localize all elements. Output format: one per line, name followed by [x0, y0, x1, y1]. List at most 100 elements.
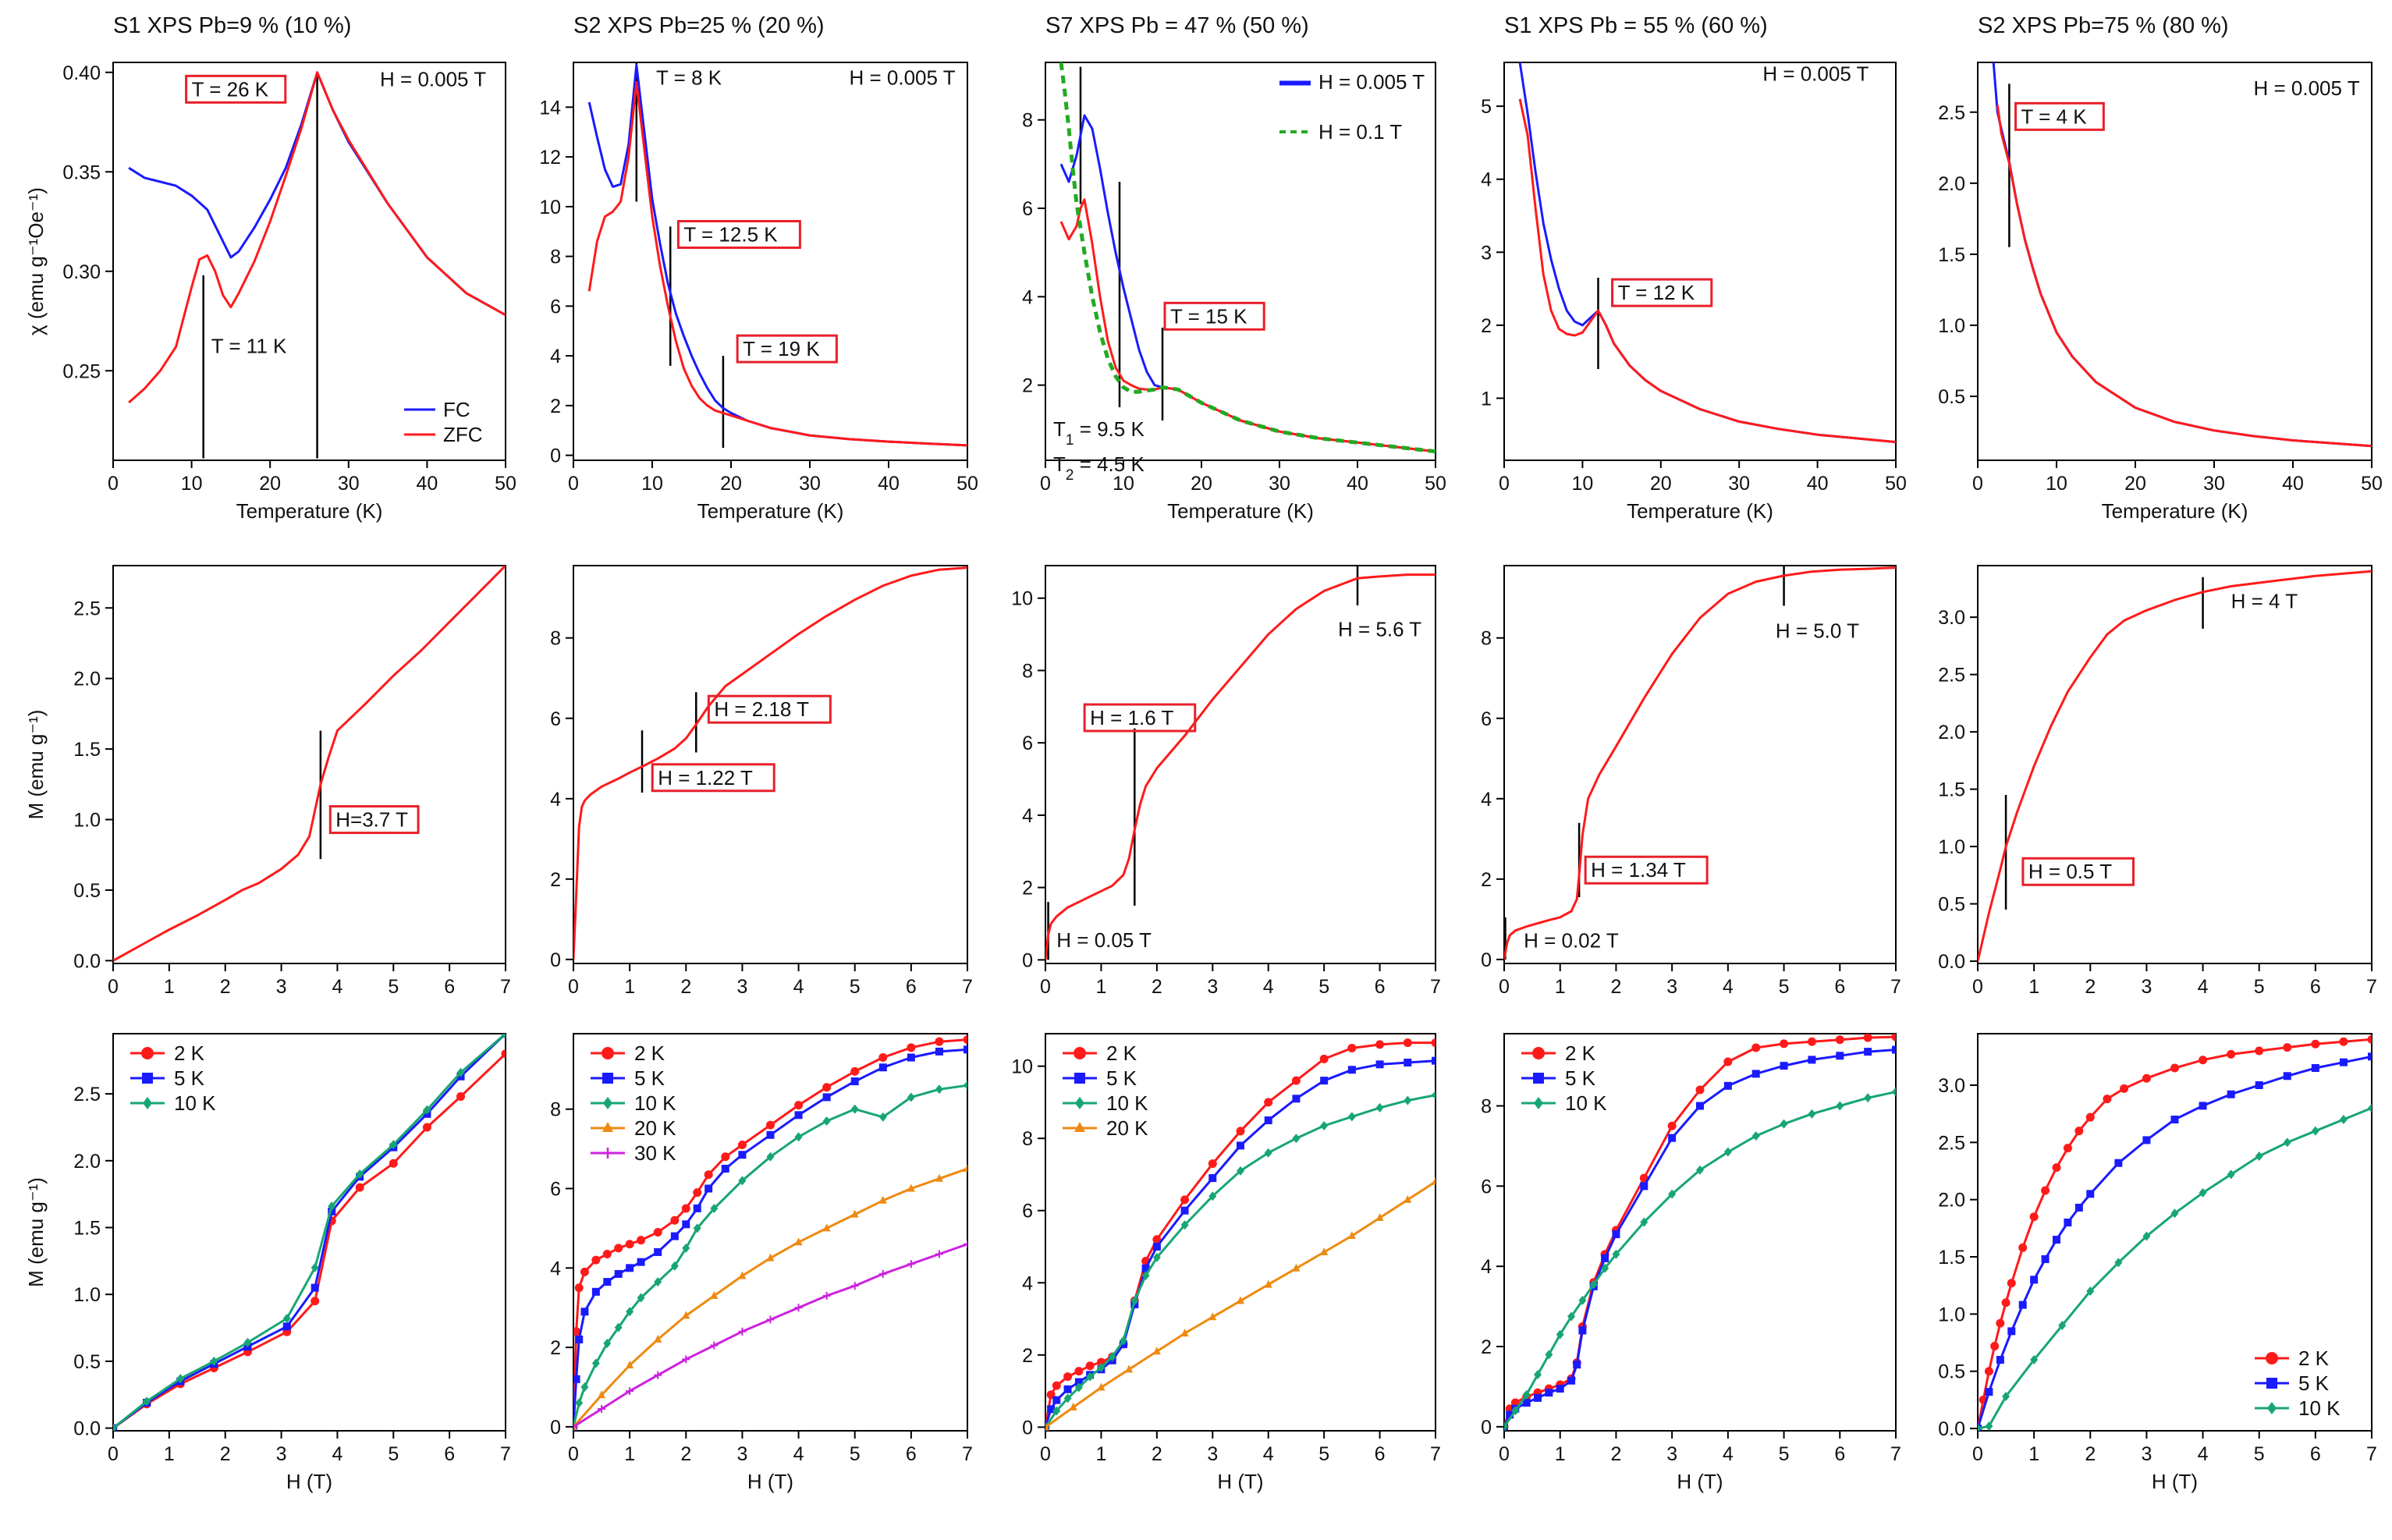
- data-point: [2227, 1169, 2235, 1180]
- data-point: [1047, 1405, 1056, 1414]
- data-point: [2368, 1103, 2372, 1113]
- legend-label: ZFC: [443, 423, 483, 446]
- panel-11: 0 1 2 3 4 5 6 7 0.0 0.5 1.0 1.5 2.0 2.5 H (T) M (emu g⁻…: [24, 1033, 511, 1493]
- x-tick-label: 2: [220, 976, 231, 998]
- data-point: [1863, 1034, 1872, 1042]
- x-tick-label: 0: [568, 976, 579, 998]
- data-point: [328, 1207, 336, 1215]
- data-point: [2227, 1049, 2236, 1059]
- data-point: [1152, 1252, 1161, 1262]
- annotation: H = 0.005 T: [1762, 62, 1869, 85]
- x-axis-label: H (T): [286, 1470, 332, 1493]
- series-line-2-k: [1045, 1041, 1436, 1428]
- data-point: [2227, 1090, 2235, 1098]
- data-point: [501, 1049, 506, 1059]
- legend-marker: [602, 1073, 613, 1084]
- x-tick-label: 10: [1113, 473, 1134, 495]
- y-tick-label: 1.5: [73, 1218, 101, 1240]
- data-point: [794, 1237, 803, 1246]
- x-tick-label: 2: [680, 976, 691, 998]
- data-point: [794, 1101, 804, 1110]
- x-tick-label: 30: [2203, 473, 2225, 495]
- data-point: [2142, 1073, 2151, 1083]
- annotation: H = 4 T: [2231, 589, 2298, 612]
- data-point: [2283, 1072, 2291, 1080]
- x-axis-label: Temperature (K): [1627, 499, 1773, 523]
- data-point: [907, 1092, 915, 1102]
- data-point: [2058, 1321, 2067, 1331]
- data-point: [1751, 1070, 1760, 1078]
- data-point: [1319, 1054, 1329, 1063]
- annotation: H = 0.02 T: [1524, 928, 1619, 952]
- data-point: [614, 1322, 623, 1332]
- data-point: [670, 1232, 679, 1240]
- data-point: [2114, 1159, 2123, 1167]
- data-point: [598, 1390, 606, 1399]
- data-point: [1723, 1057, 1733, 1066]
- x-tick-label: 4: [332, 976, 342, 998]
- y-tick-label: 4: [550, 1258, 561, 1279]
- x-tick-label: 3: [736, 1443, 747, 1465]
- data-point: [625, 1240, 634, 1249]
- data-point: [1052, 1381, 1061, 1390]
- y-tick-label: 8: [550, 247, 561, 268]
- series-line-m-h-: [1978, 570, 2372, 962]
- data-point: [143, 1396, 151, 1407]
- y-tick-label: 0: [550, 1417, 561, 1439]
- y-tick-label: 4: [1481, 1256, 1492, 1278]
- data-point: [766, 1151, 775, 1162]
- x-tick-label: 20: [720, 473, 742, 495]
- data-area: [1059, 62, 1436, 454]
- y-tick-label: 1.5: [1938, 244, 1965, 266]
- legend-label: 5 K: [1565, 1066, 1596, 1090]
- data-point: [1522, 1399, 1531, 1407]
- y-tick-label: 8: [1022, 1128, 1033, 1150]
- annotation-rest: = 4.5 K: [1074, 452, 1145, 476]
- data-point: [2007, 1279, 2016, 1288]
- x-tick-label: 6: [1834, 976, 1845, 998]
- annotation: T = 12 K: [1618, 281, 1695, 304]
- data-point: [1807, 1037, 1816, 1046]
- data-point: [1978, 1424, 1982, 1431]
- data-point: [1152, 1235, 1162, 1244]
- data-point: [1723, 1147, 1732, 1157]
- y-tick-label: 6: [550, 708, 561, 730]
- data-point: [1640, 1182, 1648, 1190]
- y-tick-label: 0: [1481, 1417, 1492, 1439]
- data-point: [2085, 1112, 2095, 1122]
- data-point: [1780, 1119, 1788, 1129]
- x-tick-label: 2: [680, 1443, 691, 1465]
- y-tick-label: 10: [1011, 1056, 1033, 1078]
- data-point: [682, 1243, 690, 1253]
- y-tick-label: 2.0: [73, 1151, 101, 1173]
- x-tick-label: 7: [2366, 1443, 2377, 1465]
- data-point: [1074, 1378, 1083, 1386]
- annotation-box: [707, 694, 832, 724]
- data-point: [653, 1228, 662, 1237]
- y-tick-label: 6: [550, 296, 561, 318]
- data-point: [1264, 1098, 1273, 1107]
- data-point: [1545, 1350, 1553, 1360]
- plot-frame: [1977, 565, 2372, 964]
- y-tick-label: 2.5: [73, 1084, 101, 1105]
- y-tick-label: 8: [1022, 110, 1033, 132]
- data-point: [704, 1184, 713, 1193]
- panel-13: 0 1 2 3 4 5 6 7 0 2 4 6 8 10 H (T) 2 K5 K10 K20 K: [1011, 1033, 1441, 1493]
- x-axis-label: Temperature (K): [1167, 499, 1314, 523]
- data-point: [2339, 1037, 2348, 1046]
- x-tick-label: 2: [1610, 976, 1621, 998]
- x-tick-label: 50: [495, 473, 516, 495]
- x-tick-label: 30: [1269, 473, 1290, 495]
- y-tick-label: 1.0: [1938, 836, 1965, 858]
- data-point: [1432, 1176, 1436, 1185]
- plot-frame: [1045, 62, 1436, 461]
- x-tick-label: 2: [1610, 1443, 1621, 1465]
- data-point: [1601, 1263, 1609, 1273]
- x-tick-label: 1: [1555, 1443, 1566, 1465]
- data-point: [1780, 1039, 1789, 1049]
- annotation-box: [736, 334, 838, 364]
- x-tick-label: 30: [799, 473, 821, 495]
- data-point: [2255, 1081, 2263, 1090]
- data-point: [1292, 1095, 1301, 1103]
- data-point: [210, 1356, 218, 1366]
